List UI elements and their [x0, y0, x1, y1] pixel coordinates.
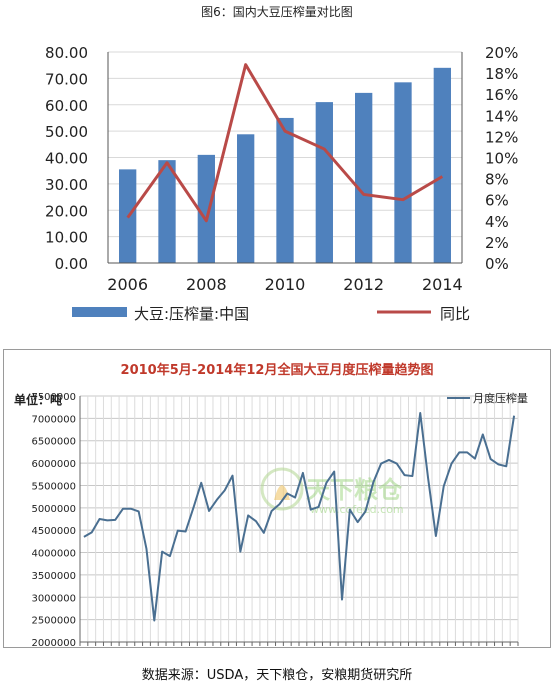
y-left-tick-label: 20.00	[45, 202, 88, 220]
chart1-legend: 大豆:压榨量:中国 同比	[72, 305, 470, 323]
chart1-bars	[119, 67, 451, 263]
y-tick-label: 4500000	[31, 526, 76, 537]
legend-label-bar: 大豆:压榨量:中国	[134, 305, 249, 323]
x-tick-label: 2012	[343, 275, 384, 294]
y-tick-label: 4000000	[31, 549, 76, 560]
y-left-tick-label: 30.00	[45, 176, 88, 194]
y-left-tick-label: 40.00	[45, 150, 88, 168]
chart2-gridlines	[79, 395, 519, 643]
bar	[394, 82, 412, 263]
y-right-tick-label: 0%	[485, 255, 509, 273]
x-tick-label: 2010	[265, 275, 306, 294]
y-left-tick-label: 80.00	[45, 44, 88, 62]
y-left-tick-label: 60.00	[45, 97, 88, 115]
y-tick-label: 6000000	[31, 459, 76, 470]
chart2-axes	[79, 396, 519, 646]
figure-caption: 图6：国内大豆压榨量对比图	[201, 5, 353, 19]
chart1-axes	[107, 52, 463, 264]
x-tick-label: 2008	[186, 275, 227, 294]
legend-label-line: 同比	[440, 305, 470, 323]
y-left-tick-label: 10.00	[45, 229, 88, 247]
chart2-title: 2010年5月-2014年12月全国大豆月度压榨量趋势图	[121, 362, 434, 378]
bar	[315, 102, 333, 263]
bar	[276, 117, 294, 263]
x-tick-label: 2014	[422, 275, 463, 294]
chart2-line	[83, 411, 516, 622]
y-right-tick-label: 16%	[485, 86, 518, 104]
x-tick-label: 2006	[107, 275, 148, 294]
chart2-tick-labels: 2000000 2500000 3000000 3500000 4000000 45000…	[31, 392, 76, 649]
y-tick-label: 6500000	[31, 437, 76, 448]
y-tick-label: 5000000	[31, 504, 76, 515]
chart1-tick-labels: 0.00 10.00 20.00 30.00 40.00 50.00 60.00 70.00 8…	[45, 44, 518, 294]
legend-label: 月度压榨量	[473, 391, 528, 405]
y-right-tick-label: 4%	[485, 213, 509, 231]
y-left-tick-label: 0.00	[55, 255, 88, 273]
watermark-ring	[260, 467, 304, 511]
source-note: 数据来源：USDA，天下粮仓，安粮期货研究所	[141, 668, 413, 683]
y-left-tick-label: 50.00	[45, 123, 88, 141]
chart2-legend: 月度压榨量	[447, 391, 528, 405]
y-right-tick-label: 14%	[485, 107, 518, 125]
y-right-tick-label: 20%	[485, 44, 518, 62]
bar	[158, 160, 176, 263]
series-line-monthly	[83, 411, 516, 622]
watermark-url: www.cofeed.com	[310, 503, 404, 516]
bar	[355, 92, 373, 263]
y-tick-label: 2000000	[31, 638, 76, 647]
bar	[197, 154, 215, 263]
y-tick-label: 2500000	[31, 616, 76, 627]
chart1-line	[126, 63, 444, 223]
y-tick-label: 5500000	[31, 481, 76, 492]
y-left-tick-label: 70.00	[45, 70, 88, 88]
bar	[237, 134, 255, 263]
y-right-tick-label: 12%	[485, 128, 518, 146]
y-tick-label: 7000000	[31, 414, 76, 425]
y-right-tick-label: 18%	[485, 65, 518, 83]
y-tick-label: 7500000	[31, 392, 76, 403]
y-right-tick-label: 10%	[485, 150, 518, 168]
y-tick-label: 3000000	[31, 593, 76, 604]
watermark-grain-icon	[274, 485, 290, 500]
unit-label: 单位：吨	[14, 392, 62, 407]
monthly-crush-chart-frame: 2010年5月-2014年12月全国大豆月度压榨量趋势图单位：吨 天下粮仓 www…	[3, 349, 551, 649]
annual-crush-chart: 0.00 10.00 20.00 30.00 40.00 50.00 60.00 70.00 8…	[4, 22, 550, 340]
series-line-yoy	[126, 63, 444, 223]
watermark-brand: 天下粮仓	[306, 476, 403, 504]
y-tick-label: 3500000	[31, 571, 76, 582]
y-right-tick-label: 6%	[485, 192, 509, 210]
y-right-tick-label: 2%	[485, 234, 509, 252]
bar	[433, 67, 451, 263]
y-right-tick-label: 8%	[485, 171, 509, 189]
legend-swatch-bar	[72, 307, 127, 317]
